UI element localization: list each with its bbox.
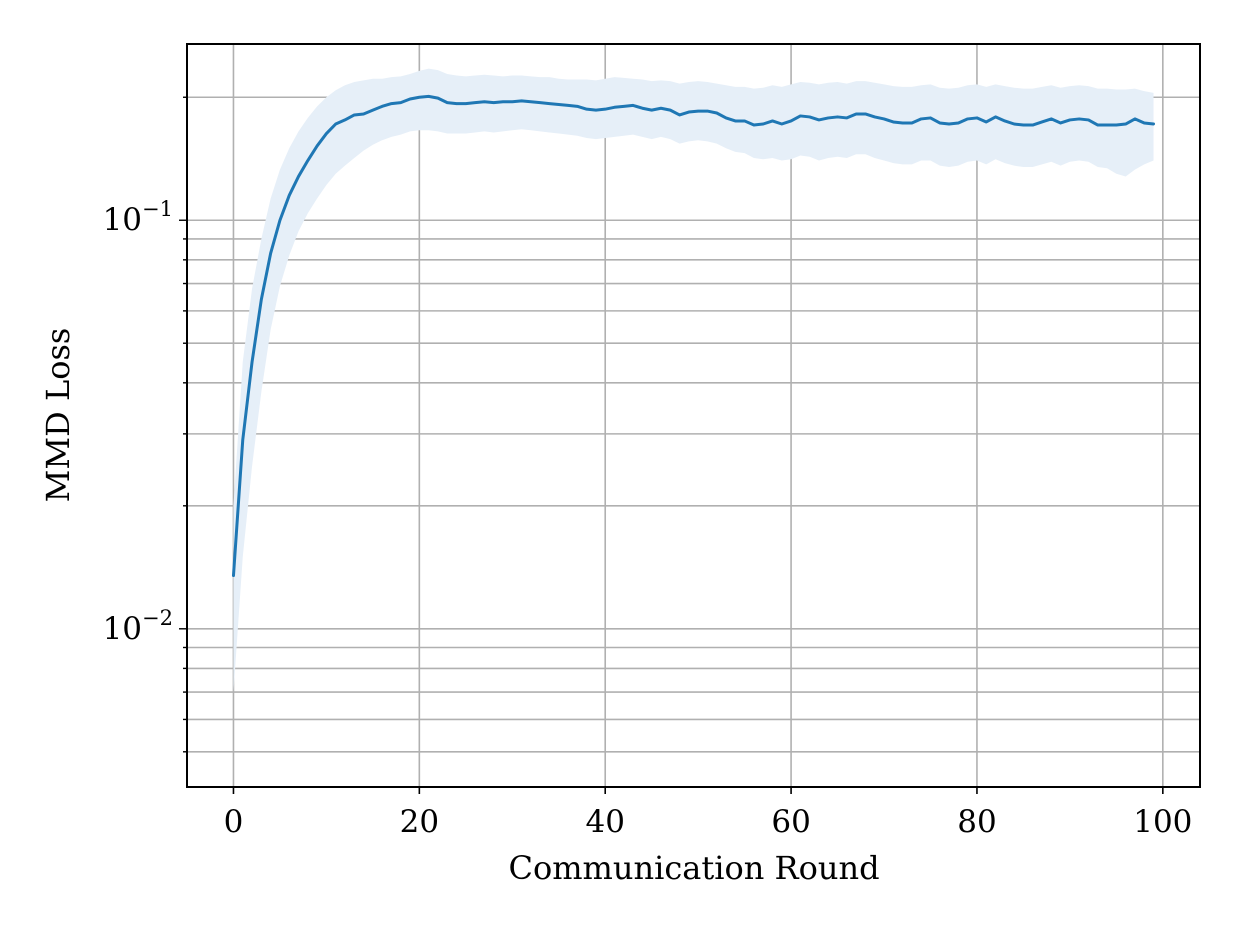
confidence-band — [233, 68, 1154, 693]
axes-frame — [186, 43, 1201, 788]
x-tick-label: 0 — [224, 804, 244, 840]
x-tick-label: 20 — [400, 804, 439, 840]
x-tick-label: 60 — [771, 804, 810, 840]
x-tick-label: 100 — [1133, 804, 1192, 840]
y-tick-exponent: −2 — [142, 606, 173, 630]
y-tick-label: 10−1 — [103, 197, 173, 238]
plot-border — [186, 43, 1201, 788]
series-line-layer — [231, 94, 1156, 578]
confidence-band-layer — [233, 68, 1154, 693]
y-tick-label: 10−2 — [103, 606, 173, 647]
x-tick-label: 80 — [957, 804, 996, 840]
y-tick-exponent: −1 — [142, 197, 173, 221]
y-tick-base: 10 — [103, 611, 142, 647]
x-axis-title: Communication Round — [508, 849, 879, 887]
mean-loss-line — [231, 94, 1156, 578]
x-tick-label: 40 — [585, 804, 624, 840]
y-axis-title: MMD Loss — [39, 328, 77, 503]
y-tick-base: 10 — [103, 202, 142, 238]
